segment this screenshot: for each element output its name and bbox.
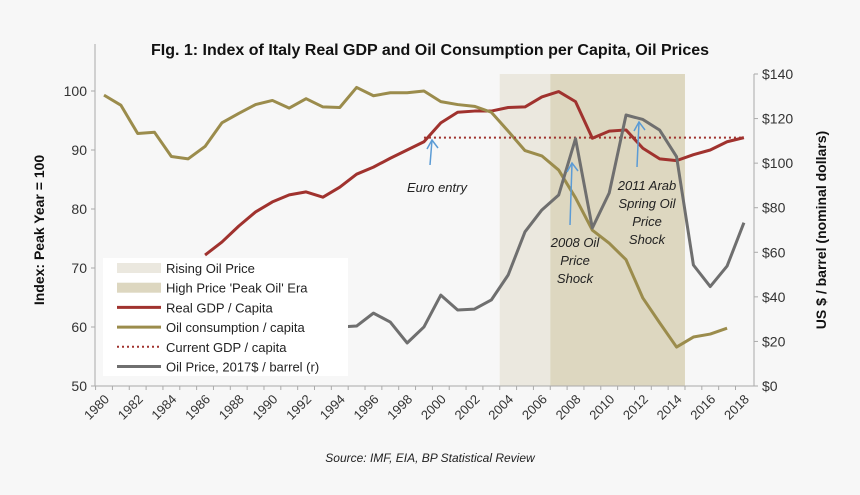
y-tick-label: 50 [71, 378, 87, 394]
legend-item-label: Real GDP / Capita [166, 300, 273, 315]
y-tick-label: 90 [71, 142, 87, 158]
annotation-text: 2008 Oil [550, 235, 601, 250]
x-tick-label: 1988 [216, 392, 247, 423]
y2-tick-label: $0 [762, 378, 778, 394]
y2-tick-label: $60 [762, 244, 786, 260]
legend-box [103, 258, 348, 376]
series-line-oil-consumption-capita [103, 85, 728, 349]
annotation-text: Spring Oil [618, 196, 676, 211]
chart-title: FIg. 1: Index of Italy Real GDP and Oil … [151, 42, 709, 59]
y-tick-label: 100 [64, 83, 88, 99]
arrowhead-icon [426, 138, 439, 150]
x-tick-label: 1984 [148, 392, 179, 423]
x-tick-label: 1980 [81, 392, 112, 423]
y-tick-label: 60 [71, 319, 87, 335]
annotation-text: Price [632, 214, 662, 229]
series-line-oil-price-2017-barrel-r- [339, 113, 746, 345]
annotation-text: Euro entry [407, 180, 468, 195]
x-tick-label: 2018 [721, 392, 752, 423]
annotation-text: 2011 Arab [617, 178, 677, 193]
y2-tick-label: $120 [762, 111, 793, 127]
y-tick-label: 70 [71, 260, 87, 276]
legend-item-label: Oil Price, 2017$ / barrel (r) [166, 360, 319, 375]
y2-axis-label: US $ / barrel (nominal dollars) [813, 131, 829, 329]
annotation-text: Price [560, 253, 590, 268]
x-tick-label: 1986 [182, 392, 213, 423]
y2-tick-label: $40 [762, 289, 786, 305]
legend-swatch [117, 263, 161, 273]
y2-tick-label: $20 [762, 333, 786, 349]
x-tick-label: 2012 [620, 392, 651, 423]
arrow-icon [429, 139, 433, 166]
x-tick-label: 1982 [115, 392, 146, 423]
y-tick-label: 80 [71, 201, 87, 217]
x-tick-label: 1994 [317, 392, 348, 423]
annotation: 2008 Oil Price Shock [550, 161, 601, 286]
legend-item-label: High Price 'Peak Oil' Era [166, 281, 308, 296]
annotation: Euro entry [407, 138, 468, 195]
legend-swatch [117, 282, 161, 293]
x-tick-label: 2002 [452, 392, 483, 423]
x-tick-label: 2010 [586, 392, 617, 423]
x-tick-label: 1990 [249, 392, 280, 423]
annotation-text: Shock [557, 271, 595, 286]
x-tick-label: 2000 [418, 392, 449, 423]
band-1 [550, 74, 685, 386]
arrow-icon [569, 162, 573, 226]
y2-tick-label: $80 [762, 200, 786, 216]
legend-item-label: Current GDP / capita [166, 340, 287, 355]
y-axis-label: Index: Peak Year = 100 [31, 155, 47, 306]
x-tick-label: 2016 [687, 392, 718, 423]
x-tick-label: 2014 [654, 392, 685, 423]
x-tick-label: 1998 [384, 392, 415, 423]
legend-item-label: Oil consumption / capita [166, 320, 306, 335]
x-tick-label: 2006 [519, 392, 550, 423]
annotation-text: Shock [629, 232, 667, 247]
arrowhead-icon [633, 120, 646, 132]
x-tick-label: 1996 [351, 392, 382, 423]
series-line-real-gdp-capita [204, 90, 745, 257]
y2-tick-label: $140 [762, 66, 793, 82]
arrow-icon [636, 121, 640, 168]
legend: Rising Oil Price High Price 'Peak Oil' Er… [103, 258, 348, 376]
y2-tick-label: $100 [762, 155, 793, 171]
x-tick-label: 2004 [485, 392, 516, 423]
x-tick-label: 2008 [553, 392, 584, 423]
arrowhead-icon [566, 161, 579, 173]
x-tick-label: 1992 [283, 392, 314, 423]
annotation: 2011 Arab Spring Oil Price Shock [617, 120, 677, 247]
legend-item-label: Rising Oil Price [166, 261, 255, 276]
source-note: Source: IMF, EIA, BP Statistical Review [325, 451, 536, 465]
